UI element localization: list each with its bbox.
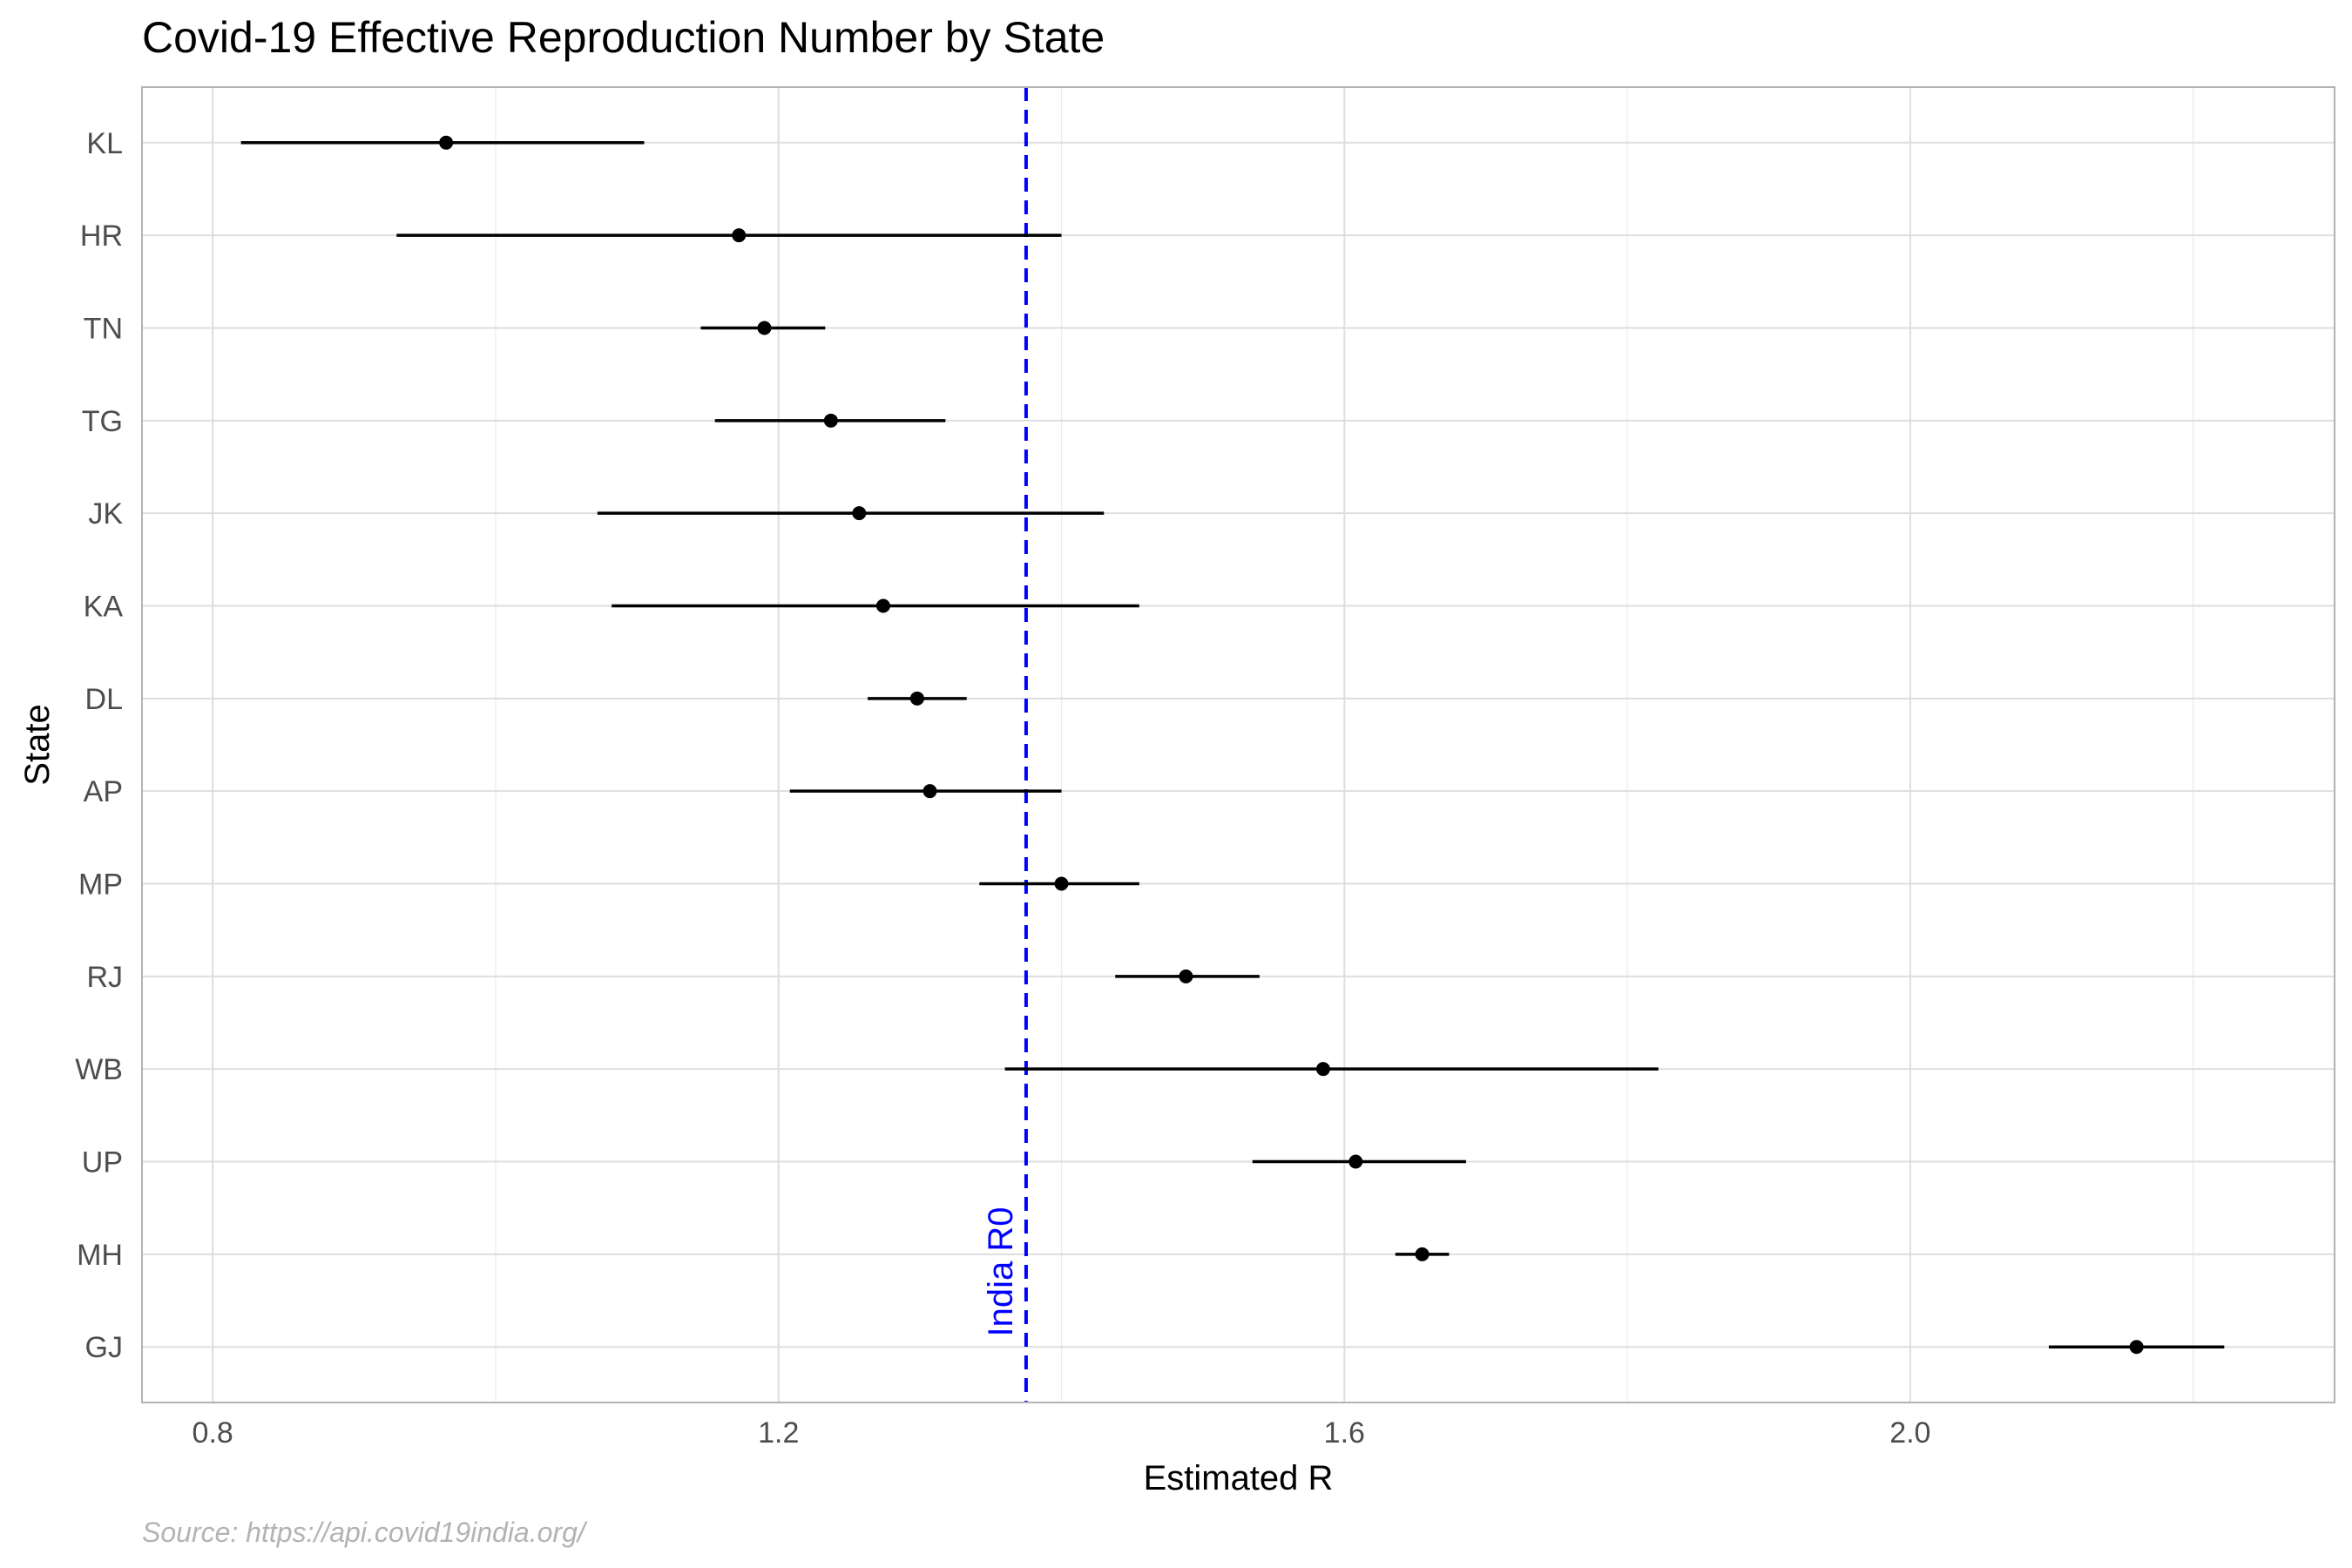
chart-title: Covid-19 Effective Reproduction Number b…: [142, 13, 1105, 62]
x-tick-label: 1.6: [1324, 1416, 1365, 1450]
reference-line-label: India R0: [982, 1207, 1020, 1337]
point-up: [1348, 1154, 1363, 1169]
point-wb: [1315, 1062, 1330, 1077]
y-tick-label-ap: AP: [84, 775, 123, 808]
y-axis-title: State: [18, 704, 57, 785]
y-tick-label-gj: GJ: [85, 1331, 123, 1364]
x-axis-tick-labels: 0.8 1.2 1.6 2.0: [193, 1416, 1931, 1450]
y-tick-label-tg: TG: [82, 405, 123, 438]
point-tg: [823, 413, 838, 428]
point-tn: [757, 321, 772, 335]
y-tick-label-mp: MP: [78, 868, 123, 902]
x-axis-title: Estimated R: [1144, 1459, 1334, 1497]
y-tick-label-tn: TN: [84, 312, 123, 345]
estimate-points: [439, 135, 2144, 1355]
panel-border: [141, 86, 2335, 1403]
point-mp: [1054, 876, 1069, 891]
gridlines: [142, 87, 2335, 1402]
y-tick-label-rj: RJ: [86, 961, 123, 994]
x-tick-label: 1.2: [758, 1416, 799, 1450]
error-bars: [240, 141, 2225, 1348]
point-ap: [923, 784, 937, 799]
point-jk: [852, 506, 867, 521]
y-tick-label-kl: KL: [86, 127, 123, 160]
x-tick-label: 0.8: [193, 1416, 233, 1450]
point-kl: [439, 135, 454, 150]
point-rj: [1179, 969, 1193, 983]
reference-line-group: India R0: [982, 87, 1028, 1402]
x-tick-label: 2.0: [1889, 1416, 1930, 1450]
y-axis-tick-labels: KL HR TN TG JK KA DL AP MP RJ WB UP MH GJ: [75, 127, 123, 1364]
y-tick-label-wb: WB: [75, 1053, 123, 1086]
point-gj: [2129, 1340, 2144, 1355]
y-tick-label-mh: MH: [77, 1239, 123, 1272]
source-caption: Source: https://api.covid19india.org/: [142, 1517, 588, 1548]
y-tick-label-dl: DL: [85, 683, 123, 716]
y-tick-label-hr: HR: [80, 220, 123, 253]
point-dl: [909, 691, 924, 706]
y-tick-label-ka: KA: [84, 590, 124, 623]
point-hr: [732, 228, 747, 243]
y-tick-label-jk: JK: [88, 497, 123, 531]
point-ka: [875, 598, 890, 613]
y-tick-label-up: UP: [82, 1146, 123, 1179]
point-mh: [1415, 1247, 1429, 1261]
